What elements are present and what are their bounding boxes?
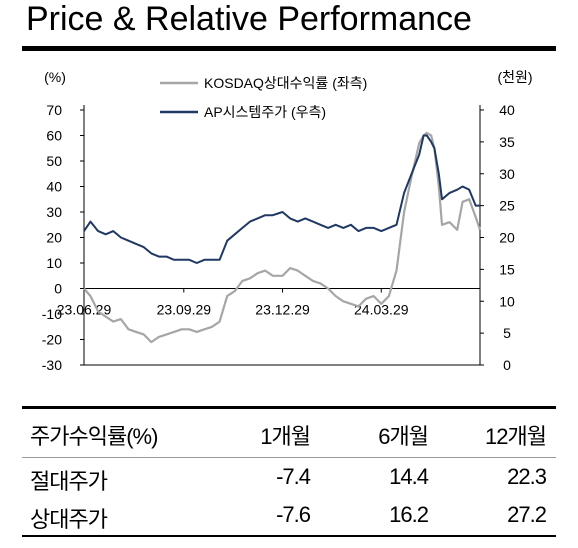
price-performance-chart: 706050403020100-10-20-30(%)4035302520151… (42, 69, 533, 373)
row-relative-6m: 16.2 (389, 502, 429, 527)
table-header-label: 주가수익률(%) (30, 424, 158, 449)
right-tick-label: 30 (499, 166, 515, 182)
title-rule (22, 46, 556, 51)
right-tick-label: 15 (499, 261, 515, 277)
right-tick-label: 10 (499, 293, 515, 309)
left-tick-label: 0 (54, 281, 62, 297)
row-relative-label: 상대주가 (30, 507, 108, 532)
left-tick-label: -10 (42, 306, 62, 322)
left-tick-label: 50 (46, 153, 62, 169)
right-tick-label: 5 (503, 325, 511, 341)
ap-systems-price-line (83, 134, 480, 264)
right-axis-unit: (천원) (497, 69, 532, 85)
right-tick-label: 25 (499, 198, 515, 214)
right-tick-label: 35 (499, 134, 515, 150)
x-tick-label: 23.12.29 (255, 302, 310, 318)
row-relative-1m: -7.6 (276, 502, 311, 527)
legend-entry: KOSDAQ상대수익률 (좌측) (204, 75, 367, 91)
legend-entry: AP시스템주가 (우측) (204, 104, 326, 120)
row-absolute-12m: 22.3 (507, 464, 547, 489)
row-absolute-label: 절대주가 (30, 469, 108, 494)
left-tick-label: 70 (46, 102, 62, 118)
table-header-rule (22, 457, 556, 458)
page-title: Price & Relative Performance (26, 0, 472, 38)
table-header-12m: 12개월 (485, 424, 547, 449)
left-tick-label: 20 (46, 230, 62, 246)
left-tick-label: 60 (46, 128, 62, 144)
left-tick-label: -20 (42, 332, 62, 348)
row-absolute-6m: 14.4 (389, 464, 429, 489)
right-tick-label: 40 (499, 102, 515, 118)
left-tick-label: 10 (46, 255, 62, 271)
x-tick-label: 24.03.29 (354, 302, 409, 318)
kosdaq-relative-line (83, 131, 482, 344)
left-tick-label: -30 (42, 357, 62, 373)
table-bottom-rule (22, 535, 556, 537)
left-tick-label: 40 (46, 179, 62, 195)
row-relative-12m: 27.2 (507, 502, 547, 527)
left-tick-label: 30 (46, 204, 62, 220)
table-top-rule (22, 406, 556, 409)
x-tick-label: 23.06.29 (57, 302, 112, 318)
x-tick-label: 23.09.29 (157, 302, 212, 318)
row-absolute-1m: -7.4 (276, 464, 311, 489)
right-tick-label: 20 (499, 230, 515, 246)
table-header-1m: 1개월 (260, 424, 311, 449)
left-axis-unit: (%) (44, 69, 66, 85)
table-header-6m: 6개월 (378, 424, 429, 449)
right-tick-label: 0 (503, 357, 511, 373)
